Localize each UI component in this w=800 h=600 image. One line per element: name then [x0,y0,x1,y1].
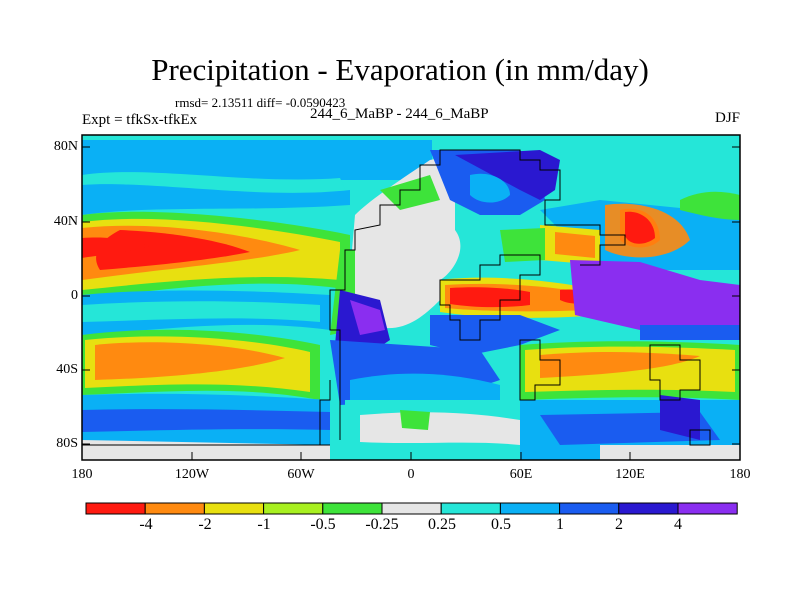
colorbar-label: -0.5 [310,516,336,533]
colorbar-label: -0.25 [365,516,399,533]
colorbar-label: 2 [615,516,623,533]
x-tick-label: 0 [407,467,415,482]
colorbar [85,502,738,515]
x-tick-label: 120W [174,467,210,482]
colorbar-label: 1 [556,516,564,533]
colorbar-label: -1 [257,516,271,533]
y-tick-label: 0 [71,288,78,303]
colorbar-swatch [677,502,738,515]
colorbar-swatch [559,502,620,515]
colorbar-label: 0.25 [428,516,456,533]
period-label: 244_6_MaBP - 244_6_MaBP [310,106,489,122]
x-tick-label: 180 [71,467,93,482]
y-tick-label: 40N [53,214,78,229]
colorbar-swatch [618,502,679,515]
y-tick-label: 80N [53,139,78,154]
x-tick-label: 60W [287,467,315,482]
experiment-label: Expt = tfkSx-tfkEx [82,112,198,128]
x-tick-label: 60E [509,467,533,482]
colorbar-swatch [144,502,205,515]
colorbar-swatch [440,502,501,515]
x-tick-marks [81,452,741,460]
colorbar-label: -4 [139,516,153,533]
colorbar-swatch [263,502,324,515]
colorbar-label: -2 [198,516,212,533]
x-tick-label: 120E [615,467,645,482]
y-tick-marks [82,146,740,445]
y-tick-label: 80S [56,436,78,451]
x-tick-label: 180 [729,467,751,482]
colorbar-label: 0.5 [491,516,511,533]
colorbar-swatch [381,502,442,515]
season-label: DJF [714,110,740,126]
chart-title: Precipitation - Evaporation (in mm/day) [151,52,649,87]
colorbar-swatch [203,502,265,515]
colorbar-label: 4 [674,516,682,533]
colorbar-swatch [322,502,383,515]
y-tick-label: 40S [56,362,78,377]
colorbar-swatch [499,502,561,515]
stats-text: rmsd= 2.13511 diff= -0.0590423 [175,95,346,110]
colorbar-swatch [85,502,146,515]
continent-outlines [82,149,711,446]
field-layer [82,135,740,460]
